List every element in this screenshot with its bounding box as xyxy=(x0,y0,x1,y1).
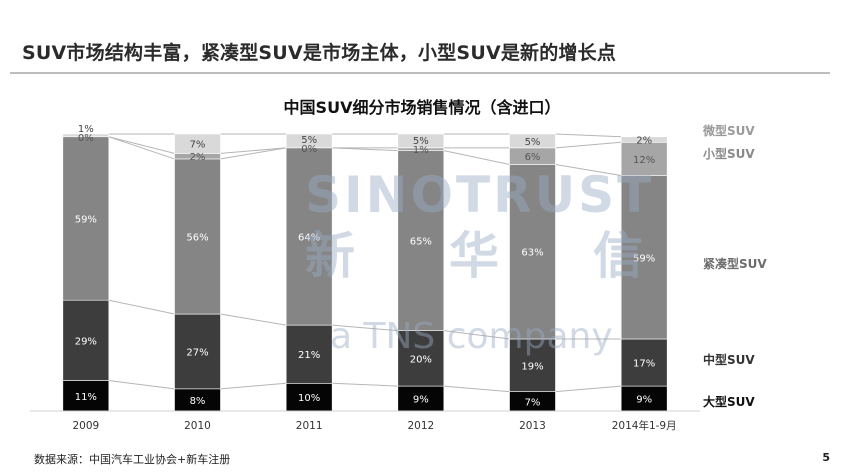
x-tick-label: 2010 xyxy=(184,420,211,432)
x-tick-label: 2013 xyxy=(519,420,546,432)
chart-title: 中国SUV细分市场销售情况（含进口） xyxy=(283,98,561,117)
data-label: 5% xyxy=(301,135,317,146)
bar-segment xyxy=(397,150,445,331)
data-label: 7% xyxy=(525,397,541,408)
bar-segment xyxy=(397,330,445,387)
bar-segment xyxy=(509,338,556,392)
series-connector-line xyxy=(332,382,398,387)
data-label: 0% xyxy=(78,133,94,144)
data-label: 11% xyxy=(75,392,97,403)
data-label: 1% xyxy=(78,124,94,135)
data-label: 20% xyxy=(410,354,432,365)
title-divider xyxy=(10,72,830,74)
x-tick-label: 2014年1-9月 xyxy=(612,419,677,432)
data-label: 2% xyxy=(190,152,206,163)
bar-segment xyxy=(62,136,110,301)
bar-segment xyxy=(620,385,668,412)
series-connector-line xyxy=(443,385,510,393)
series-connector-line xyxy=(555,141,622,149)
bar-segment xyxy=(620,142,668,176)
bar-segment xyxy=(62,380,110,412)
data-label: 6% xyxy=(525,152,541,163)
data-label: 56% xyxy=(186,232,208,243)
data-label: 0% xyxy=(301,144,317,155)
series-connector-line xyxy=(220,147,287,160)
legend-label: 紧凑型SUV xyxy=(703,256,767,271)
source-note: 数据来源：中国汽车工业协会+新车注册 xyxy=(34,453,231,466)
series-connector-line xyxy=(108,136,175,160)
bar-segment xyxy=(285,324,333,384)
series-connector-line xyxy=(555,133,622,138)
data-label: 10% xyxy=(298,393,320,404)
data-label: 1% xyxy=(413,145,429,156)
data-label: 12% xyxy=(633,155,655,166)
series-connector-line xyxy=(332,324,398,332)
bar-segment xyxy=(285,133,333,149)
bar-segment xyxy=(509,164,556,340)
legend-label: 中型SUV xyxy=(703,352,755,367)
series-connector-line xyxy=(108,380,175,390)
bar-segment xyxy=(397,385,445,412)
series-connector-line xyxy=(220,147,287,154)
series-connector-line xyxy=(108,136,175,154)
x-tick-label: 2011 xyxy=(296,420,323,432)
data-label: 64% xyxy=(298,232,320,243)
data-label: 17% xyxy=(633,359,655,370)
bar-segment xyxy=(397,133,445,149)
bar-segment xyxy=(620,175,668,340)
data-label: 7% xyxy=(190,140,206,151)
x-tick-label: 2012 xyxy=(407,420,434,432)
bar-segment xyxy=(174,133,221,154)
series-connector-line xyxy=(220,382,287,390)
data-label: 65% xyxy=(410,237,432,248)
bar-segment xyxy=(620,136,668,143)
data-label: 9% xyxy=(413,395,429,406)
series-connector-line xyxy=(220,313,287,326)
data-label: 2% xyxy=(636,136,652,147)
series-connector-line xyxy=(443,330,510,340)
legend-label: 小型SUV xyxy=(703,146,755,161)
data-label: 29% xyxy=(75,336,97,347)
bar-segment xyxy=(62,299,110,381)
data-label: 5% xyxy=(525,137,541,148)
series-connector-line xyxy=(555,163,622,177)
legend-label: 大型SUV xyxy=(703,394,755,409)
data-label: 63% xyxy=(521,248,543,259)
slide-title: SUV市场结构丰富，紧凑型SUV是市场主体，小型SUV是新的增长点 xyxy=(22,42,617,64)
data-label: 59% xyxy=(633,253,655,264)
data-label: 9% xyxy=(636,395,652,406)
bar-segment xyxy=(62,133,110,138)
x-tick-label: 2009 xyxy=(72,420,99,432)
bar-segment xyxy=(285,147,333,326)
data-label: 8% xyxy=(190,396,206,407)
data-label: 19% xyxy=(521,361,543,372)
data-label: 59% xyxy=(75,214,97,225)
series-connector-line xyxy=(108,299,175,315)
legend-label: 微型SUV xyxy=(702,123,755,138)
series-connector-line xyxy=(555,385,622,393)
page-number: 5 xyxy=(822,451,830,464)
data-label: 5% xyxy=(413,136,429,147)
series-connector-line xyxy=(443,150,510,165)
bar-segment xyxy=(509,133,556,149)
data-label: 27% xyxy=(186,347,208,358)
data-label: 21% xyxy=(298,350,320,361)
